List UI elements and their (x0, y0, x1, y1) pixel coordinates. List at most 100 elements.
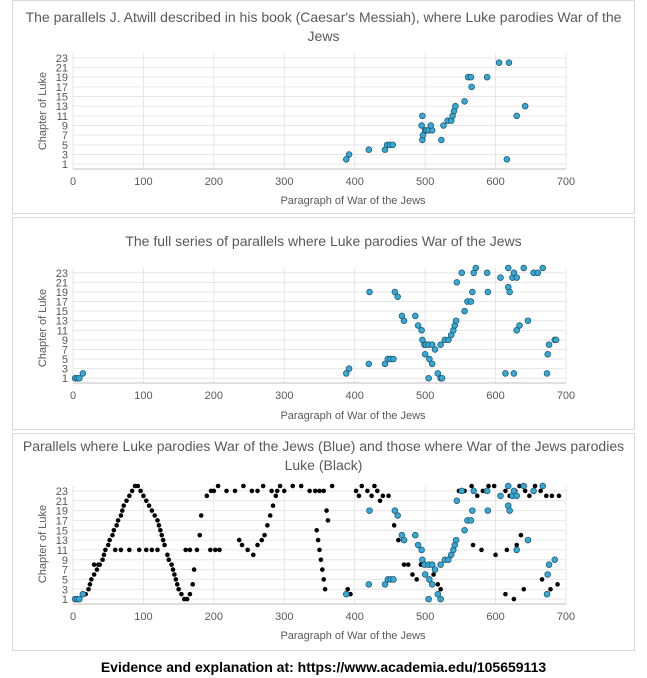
data-point-black (112, 547, 118, 553)
data-point-black (493, 552, 498, 558)
x-tick-label: 0 (70, 176, 76, 188)
data-point-black (532, 483, 538, 489)
data-point-black (277, 483, 283, 489)
y-tick-label: 19 (56, 72, 68, 84)
y-tick-label: 23 (56, 268, 68, 280)
y-tick-label: 13 (56, 101, 68, 113)
data-point-black (105, 542, 111, 548)
y-tick-label: 11 (57, 545, 68, 557)
data-point-blue (381, 360, 389, 368)
data-point-blue (343, 370, 350, 377)
data-point-black (539, 577, 545, 582)
data-point-blue (461, 307, 468, 315)
y-tick-label: 3 (62, 364, 68, 376)
data-point-black (166, 557, 172, 563)
data-point-blue (389, 141, 396, 149)
data-point-black (87, 582, 93, 587)
data-point-blue (412, 531, 419, 539)
y-tick-label: 1 (62, 594, 68, 606)
data-point-black (538, 488, 543, 494)
data-point-black (314, 527, 319, 533)
data-point-blue (79, 590, 87, 598)
data-point-blue (390, 576, 397, 583)
data-point-black (401, 562, 407, 567)
data-point-blue (394, 293, 401, 300)
data-point-black (414, 577, 419, 582)
data-point-black (212, 547, 218, 553)
data-point-blue (502, 370, 509, 377)
data-point-black (149, 508, 155, 513)
data-point-black (317, 547, 322, 553)
data-point-blue (506, 507, 513, 514)
y-tick-label: 17 (56, 297, 68, 309)
data-point-black (548, 586, 553, 592)
data-point-black (101, 552, 107, 558)
data-point-blue (419, 556, 426, 563)
data-point-blue (426, 576, 433, 583)
data-point-blue (513, 492, 520, 500)
x-tick-label: 700 (557, 176, 575, 188)
y-tick-label: 3 (62, 150, 68, 162)
data-point-black (290, 483, 296, 489)
data-point-black (273, 493, 279, 499)
x-tick-label: 500 (416, 176, 434, 188)
data-point-black (260, 483, 266, 489)
data-point-black (486, 483, 491, 489)
data-point-blue (516, 322, 523, 329)
chart-title: Parallels where Luke parodies War of the… (22, 438, 625, 473)
data-point-black (170, 567, 176, 572)
x-tick-label: 400 (346, 176, 364, 188)
data-point-black (315, 537, 321, 543)
data-point-blue (445, 336, 452, 344)
data-point-blue (483, 487, 491, 495)
data-point-blue (414, 541, 422, 549)
y-tick-label: 5 (62, 140, 68, 152)
data-point-black (377, 498, 383, 504)
data-point-black (359, 483, 365, 489)
data-point-blue (437, 595, 444, 603)
data-point-black (249, 488, 255, 494)
x-tick-label: 600 (486, 611, 504, 623)
data-point-black (312, 488, 318, 494)
data-point-black (262, 532, 267, 538)
data-point-black (135, 483, 141, 489)
data-point-blue (551, 556, 558, 563)
data-point-black (91, 562, 97, 567)
data-point-black (348, 591, 353, 597)
data-point-black (158, 527, 163, 533)
data-point-black (136, 547, 142, 553)
data-point-black (267, 513, 273, 518)
data-point-blue (467, 298, 475, 305)
data-point-blue (520, 482, 527, 490)
data-point-black (391, 523, 397, 528)
chart-panel-1: The parallels J. Atwill described in his… (12, 0, 635, 214)
data-point-blue (483, 269, 491, 277)
data-point-blue (470, 487, 477, 495)
data-point-blue (534, 269, 542, 277)
data-point-blue (530, 487, 537, 495)
chart-title: The parallels J. Atwill described in his… (25, 9, 622, 44)
data-point-black (345, 586, 350, 592)
data-point-blue (452, 536, 460, 544)
y-tick-label: 13 (56, 535, 68, 547)
data-point-blue (343, 590, 350, 598)
data-point-black (369, 493, 374, 499)
data-point-black (129, 488, 135, 494)
data-point-black (91, 572, 97, 577)
data-point-black (149, 547, 155, 553)
data-point-blue (400, 317, 408, 324)
data-point-blue (345, 151, 353, 158)
y-tick-label: 7 (62, 565, 68, 577)
data-point-black (504, 547, 510, 553)
data-point-black (217, 547, 222, 553)
data-point-black (322, 586, 328, 592)
data-point-blue (427, 122, 435, 129)
data-point-black (96, 562, 101, 567)
data-point-blue (497, 492, 504, 500)
data-point-black (479, 547, 484, 553)
data-point-blue (425, 374, 432, 382)
data-point-black (121, 503, 127, 508)
x-tick-label: 300 (275, 611, 293, 623)
data-point-black (396, 537, 401, 543)
